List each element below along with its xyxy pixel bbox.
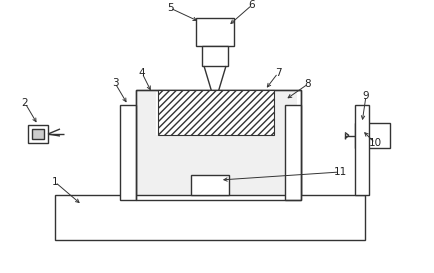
Bar xyxy=(32,129,44,139)
Text: 7: 7 xyxy=(275,68,281,78)
Bar xyxy=(136,90,301,200)
Bar xyxy=(120,105,136,200)
Text: 8: 8 xyxy=(305,79,311,89)
Bar xyxy=(138,135,299,198)
Bar xyxy=(136,90,301,200)
Bar xyxy=(191,175,229,195)
Bar xyxy=(274,92,297,198)
Bar xyxy=(196,18,234,46)
Bar xyxy=(202,46,228,66)
Text: 2: 2 xyxy=(22,98,28,108)
Text: 11: 11 xyxy=(333,167,347,177)
Text: 3: 3 xyxy=(112,78,118,88)
Bar xyxy=(28,125,48,143)
Text: 4: 4 xyxy=(139,68,145,78)
Bar xyxy=(138,92,156,198)
Text: 1: 1 xyxy=(52,177,58,187)
Text: 6: 6 xyxy=(249,0,255,10)
Bar xyxy=(355,105,369,195)
Bar xyxy=(285,105,301,200)
Text: 9: 9 xyxy=(363,91,369,101)
Bar xyxy=(55,195,365,240)
Bar xyxy=(158,90,274,135)
Bar xyxy=(355,123,390,148)
Text: 5: 5 xyxy=(167,3,173,13)
Text: 10: 10 xyxy=(368,138,381,148)
